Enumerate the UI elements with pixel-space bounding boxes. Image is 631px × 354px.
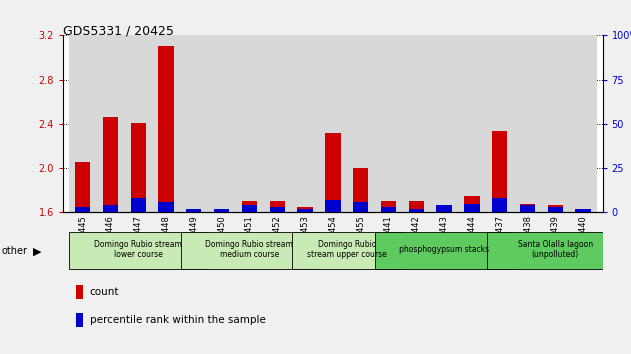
Bar [325,200,341,212]
Bar [409,201,424,354]
Bar [103,117,118,354]
Bar [575,209,591,212]
Bar [214,209,229,212]
Bar [242,201,257,354]
Bar [269,201,285,354]
Bar [381,201,396,354]
Bar [186,210,201,354]
Bar [437,205,452,212]
FancyBboxPatch shape [69,232,207,269]
Text: Domingo Rubio stream
lower course: Domingo Rubio stream lower course [94,240,182,259]
Bar [464,196,480,354]
Text: Santa Olalla lagoon
(unpolluted): Santa Olalla lagoon (unpolluted) [518,240,593,259]
Bar [353,202,369,212]
Bar [319,35,347,212]
Bar [409,209,424,212]
Bar [569,35,597,212]
Bar [541,35,569,212]
FancyBboxPatch shape [487,232,624,269]
Bar [263,35,291,212]
Bar [548,205,563,354]
Bar [186,209,201,212]
Text: Domingo Rubio stream
medium course: Domingo Rubio stream medium course [206,240,293,259]
Bar [131,123,146,354]
FancyBboxPatch shape [375,232,513,269]
Bar [158,46,174,354]
Bar [208,35,235,212]
Bar [520,205,535,212]
Bar [242,205,257,212]
Bar [180,35,208,212]
Bar [347,35,375,212]
Bar [158,202,174,212]
Bar [269,207,285,212]
Bar [437,210,452,354]
Text: other: other [2,246,28,256]
Bar [575,210,591,354]
Text: percentile rank within the sample: percentile rank within the sample [90,315,266,325]
Bar [430,35,458,212]
Bar [403,35,430,212]
Text: ▶: ▶ [33,246,41,256]
Text: phosphogypsum stacks: phosphogypsum stacks [399,245,489,254]
Bar [520,204,535,354]
Bar [69,35,97,212]
FancyBboxPatch shape [292,232,401,269]
Bar [492,198,507,212]
Text: Domingo Rubio
stream upper course: Domingo Rubio stream upper course [307,240,387,259]
Bar [214,210,229,354]
Bar [297,207,313,354]
Bar [458,35,486,212]
Bar [464,204,480,212]
Bar [486,35,514,212]
Bar [297,209,313,212]
Bar [235,35,263,212]
Bar [353,168,369,354]
Bar [152,35,180,212]
Text: count: count [90,287,119,297]
Bar [381,207,396,212]
Bar [103,205,118,212]
Bar [75,161,90,354]
Bar [375,35,403,212]
Bar [97,35,124,212]
FancyBboxPatch shape [180,232,318,269]
Bar [75,207,90,212]
Bar [492,131,507,354]
Bar [124,35,152,212]
Bar [131,198,146,212]
Bar [548,207,563,212]
Text: GDS5331 / 20425: GDS5331 / 20425 [63,25,174,38]
Bar [291,35,319,212]
Bar [325,133,341,354]
Bar [514,35,541,212]
